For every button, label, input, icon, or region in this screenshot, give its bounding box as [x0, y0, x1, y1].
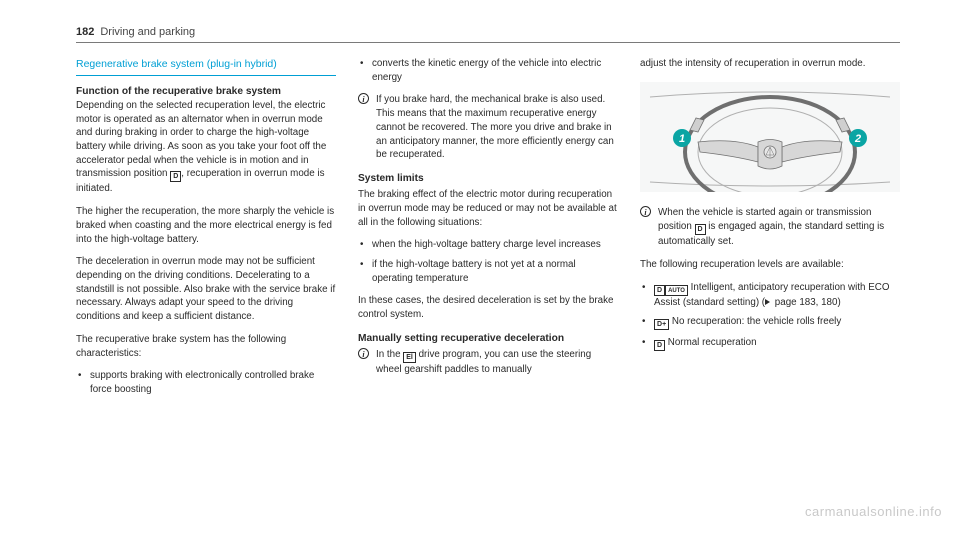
list-item: if the high-voltage battery is not yet a… [358, 258, 618, 285]
symbol-d: D [695, 224, 706, 235]
info-icon: i [358, 348, 369, 359]
arrow-icon [765, 299, 770, 305]
info-note: i When the vehicle is started again or t… [640, 206, 900, 248]
list-item: when the high-voltage battery charge lev… [358, 238, 618, 252]
page-number: 182 [76, 26, 94, 38]
column-2: converts the kinetic energy of the vehic… [358, 57, 618, 406]
text: page 183, 180) [772, 297, 841, 308]
symbol-el: El [403, 352, 416, 363]
paragraph: The recuperative brake system has the fo… [76, 333, 336, 360]
list-item: supports braking with electronically con… [76, 369, 336, 396]
symbol-auto: AUTO [665, 285, 688, 296]
paragraph: Depending on the selected recuperation l… [76, 99, 336, 196]
bullet-list: converts the kinetic energy of the vehic… [358, 57, 618, 84]
subtitle-function: Function of the recuperative brake syste… [76, 86, 281, 97]
info-note: i In the El drive program, you can use t… [358, 348, 618, 377]
text: If you brake hard, the mechanical brake … [376, 94, 614, 160]
text: No recuperation: the vehicle rolls freel… [669, 316, 841, 327]
page: 182 Driving and parking Regenerative bra… [0, 0, 960, 533]
paragraph: The deceleration in overrun mode may not… [76, 255, 336, 324]
text: In the [376, 349, 403, 360]
badge-1-label: 1 [679, 133, 685, 145]
subtitle-limits: System limits [358, 172, 618, 186]
subtitle-manual: Manually setting recuperative decelerati… [358, 332, 618, 346]
info-icon: i [640, 206, 651, 217]
content-columns: Regenerative brake system (plug-in hybri… [76, 57, 900, 406]
section-title: Regenerative brake system (plug-in hybri… [76, 57, 336, 76]
paragraph: In these cases, the desired deceleration… [358, 294, 618, 321]
bullet-list: DAUTO Intelligent, anticipatory recupera… [640, 281, 900, 352]
list-item: D Normal recuperation [640, 336, 900, 351]
paragraph: The higher the recuperation, the more sh… [76, 205, 336, 246]
paragraph: The braking effect of the electric motor… [358, 188, 618, 229]
symbol-d: D [170, 171, 181, 182]
paragraph: adjust the intensity of recuperation in … [640, 57, 900, 71]
text: Normal recuperation [665, 337, 756, 348]
bullet-list: when the high-voltage battery charge lev… [358, 238, 618, 285]
symbol-d-plus: D+ [654, 319, 669, 330]
steering-wheel-diagram: 1 2 [640, 82, 900, 192]
bullet-list: supports braking with electronically con… [76, 369, 336, 396]
badge-2-label: 2 [854, 133, 861, 145]
column-1: Regenerative brake system (plug-in hybri… [76, 57, 336, 406]
page-header: 182 Driving and parking [76, 26, 900, 43]
header-section: Driving and parking [100, 26, 195, 38]
info-note: i If you brake hard, the mechanical brak… [358, 93, 618, 162]
symbol-d: D [654, 340, 665, 351]
list-item: DAUTO Intelligent, anticipatory recupera… [640, 281, 900, 310]
info-icon: i [358, 93, 369, 104]
paragraph: The following recuperation levels are av… [640, 258, 900, 272]
list-item: D+ No recuperation: the vehicle rolls fr… [640, 315, 900, 330]
column-3: adjust the intensity of recuperation in … [640, 57, 900, 406]
watermark: carmanualsonline.info [805, 504, 942, 519]
list-item: converts the kinetic energy of the vehic… [358, 57, 618, 84]
symbol-d: D [654, 285, 665, 296]
